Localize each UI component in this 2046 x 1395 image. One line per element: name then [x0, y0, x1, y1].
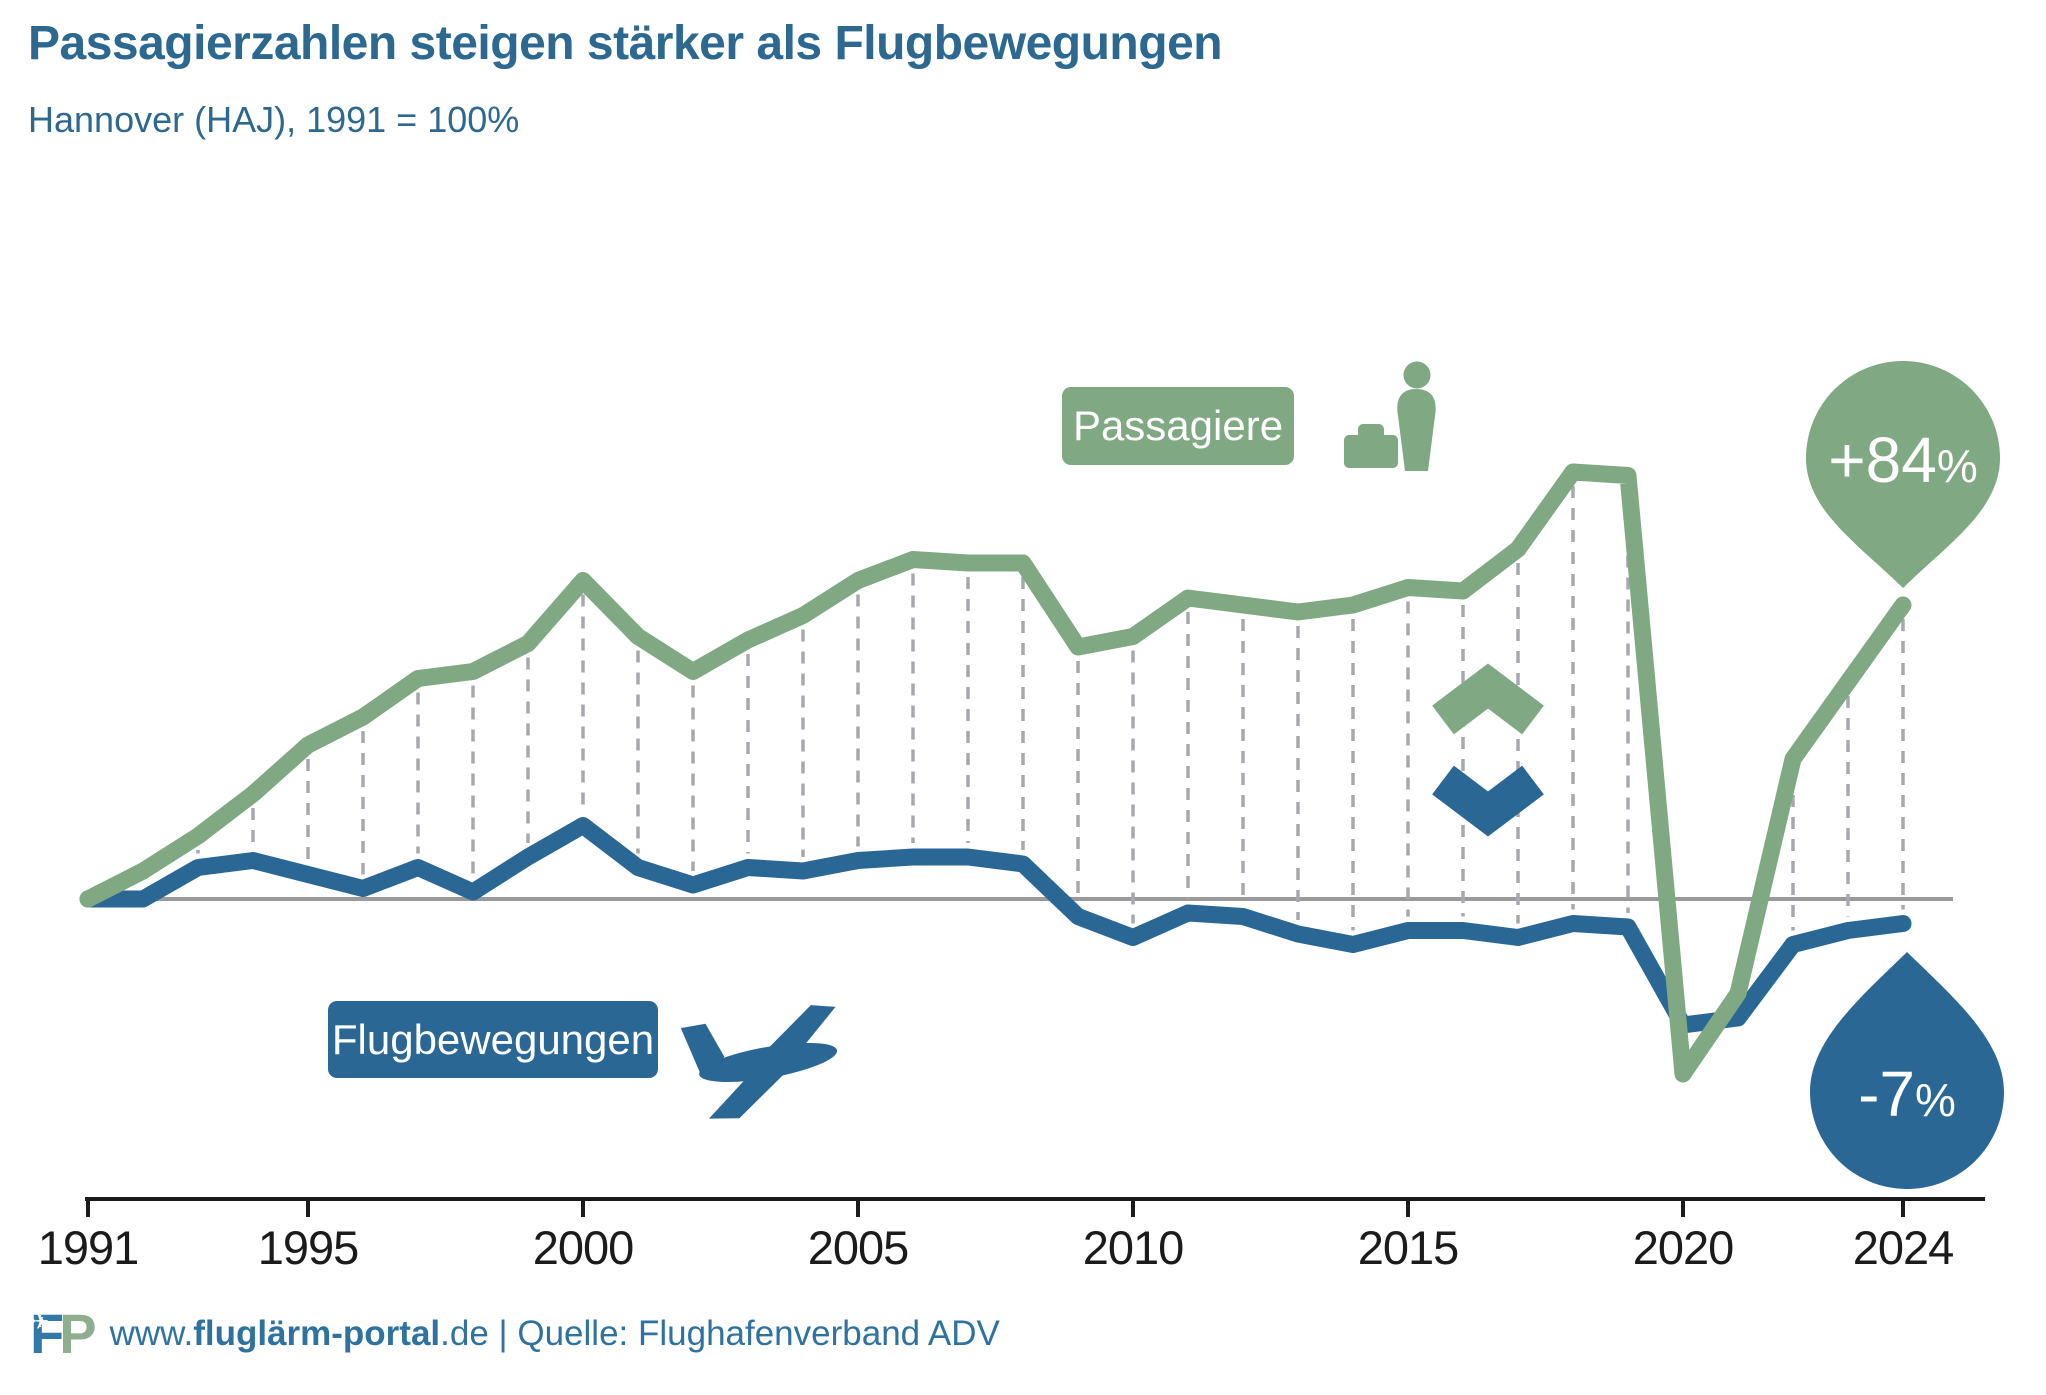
passengers-callout-balloon	[1806, 361, 2000, 588]
legend-passengers-label: Passagiere	[1072, 402, 1284, 449]
footer: FP ✈ www.fluglärm-portal.de | Quelle: Fl…	[30, 1306, 1000, 1362]
plane-far-wing	[769, 1005, 836, 1047]
legend-passengers: Passagiere	[1062, 387, 1294, 465]
x-tick-label: 2010	[1083, 1221, 1184, 1274]
logo-letter-f: F	[30, 1302, 64, 1365]
chevron-up-icon	[1432, 663, 1544, 735]
page-title: Passagierzahlen steigen stärker als Flug…	[28, 17, 1223, 70]
x-tick-label: 2015	[1358, 1221, 1459, 1274]
footer-url-prefix: www.	[109, 1314, 194, 1353]
x-tick-label: 2005	[808, 1221, 909, 1274]
person-head	[1403, 361, 1431, 389]
x-tick-label: 1991	[38, 1221, 139, 1274]
plane-fuselage	[699, 1042, 838, 1082]
footer-separator: |	[488, 1314, 518, 1353]
chart-plot: 1991 1995 2000 2005 2010 2015 2020 2024	[38, 463, 1985, 1274]
passenger-icon	[1344, 361, 1436, 471]
movements-callout-text: -7%	[1858, 1058, 1956, 1130]
footer-source-line: www.fluglärm-portal.de | Quelle: Flughaf…	[110, 1314, 1000, 1354]
x-tick-label: 2024	[1853, 1221, 1954, 1274]
movements-change-value: -7	[1858, 1058, 1915, 1130]
legend-movements: Flugbewegungen	[328, 1001, 658, 1078]
plane-near-wing	[708, 1065, 793, 1119]
logo-letter-p: P	[59, 1302, 96, 1365]
footer-source: Quelle: Flughafenverband ADV	[517, 1314, 1000, 1353]
percent-sign: %	[1937, 440, 1978, 492]
fluglaerm-portal-logo: FP ✈	[30, 1306, 97, 1362]
person-body	[1397, 389, 1436, 471]
passengers-callout-text: +84%	[1828, 424, 1977, 496]
footer-url-bold: fluglärm-portal	[193, 1314, 441, 1353]
passengers-line	[79, 463, 1912, 1083]
plane-icon	[680, 1005, 838, 1119]
page-subtitle: Hannover (HAJ), 1991 = 100%	[28, 99, 520, 140]
suitcase-icon	[1344, 435, 1398, 468]
movements-callout-balloon	[1810, 952, 2004, 1189]
percent-sign: %	[1915, 1074, 1956, 1126]
x-tick-label: 2020	[1633, 1221, 1734, 1274]
x-tick-label: 2000	[533, 1221, 634, 1274]
x-tick-label: 1995	[258, 1221, 359, 1274]
legend-movements-label: Flugbewegungen	[331, 1015, 655, 1063]
movements-line	[79, 817, 1912, 1034]
footer-url-suffix: .de	[440, 1314, 489, 1353]
chevron-down-icon	[1432, 765, 1544, 837]
passengers-change-value: +84	[1828, 424, 1937, 496]
logo-plane-icon: ✈	[31, 1310, 50, 1335]
